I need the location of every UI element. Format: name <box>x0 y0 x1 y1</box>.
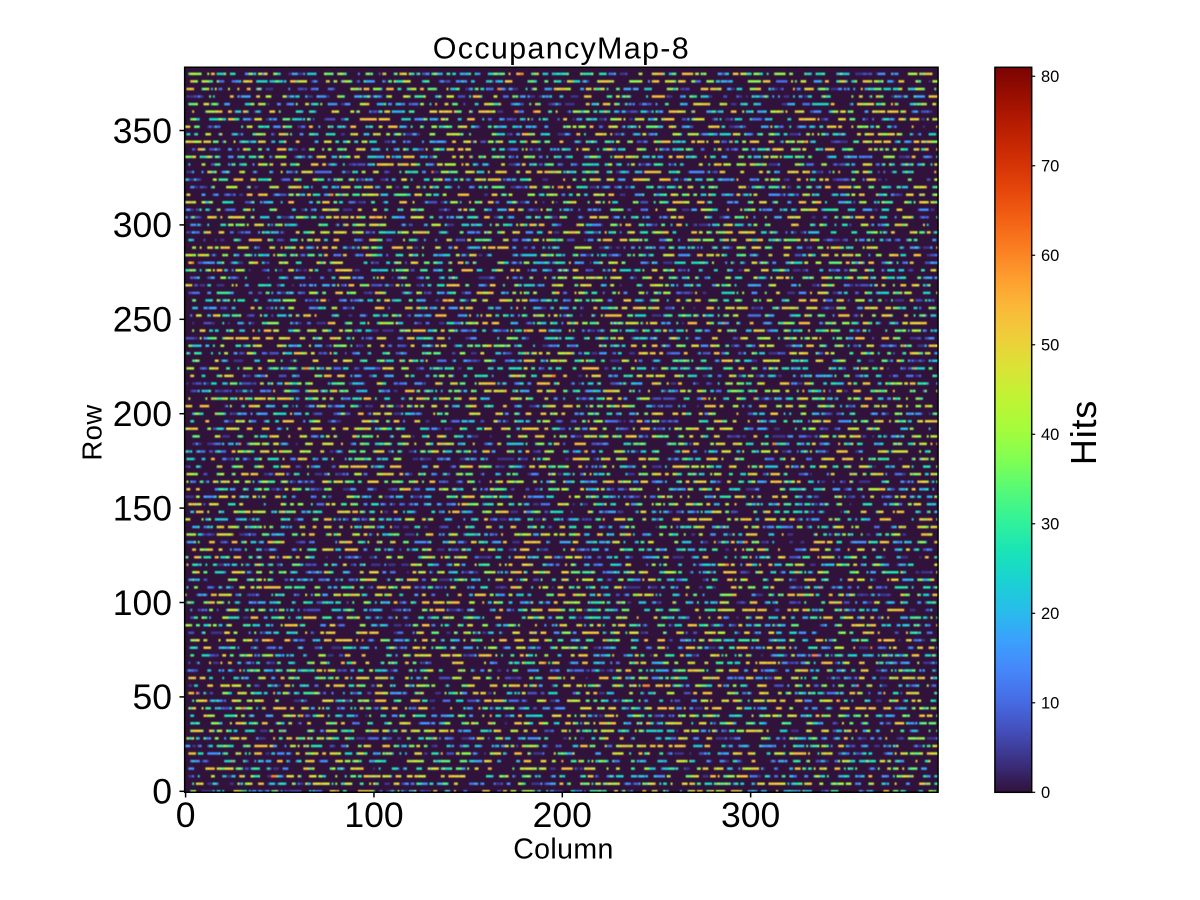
svg-text:70: 70 <box>1041 157 1059 175</box>
svg-text:100: 100 <box>344 795 403 835</box>
svg-text:Column: Column <box>513 834 614 866</box>
svg-text:0: 0 <box>176 795 196 835</box>
svg-text:200: 200 <box>113 394 172 434</box>
svg-text:50: 50 <box>133 677 173 717</box>
svg-text:150: 150 <box>113 488 172 528</box>
svg-text:Hits: Hits <box>1063 400 1104 465</box>
svg-text:80: 80 <box>1041 68 1059 86</box>
svg-text:60: 60 <box>1041 247 1059 265</box>
svg-text:200: 200 <box>533 795 592 835</box>
svg-text:OccupancyMap-8: OccupancyMap-8 <box>433 32 690 66</box>
svg-text:30: 30 <box>1041 515 1059 533</box>
svg-text:Row: Row <box>77 404 108 460</box>
svg-text:20: 20 <box>1041 605 1059 623</box>
svg-text:300: 300 <box>721 795 780 835</box>
svg-text:300: 300 <box>113 205 172 245</box>
svg-text:10: 10 <box>1041 694 1059 712</box>
svg-text:250: 250 <box>113 300 172 340</box>
svg-text:50: 50 <box>1041 336 1059 354</box>
svg-text:0: 0 <box>1041 784 1050 802</box>
svg-text:100: 100 <box>113 583 172 623</box>
svg-text:40: 40 <box>1041 426 1059 444</box>
svg-text:0: 0 <box>152 772 172 812</box>
svg-text:350: 350 <box>113 111 172 151</box>
